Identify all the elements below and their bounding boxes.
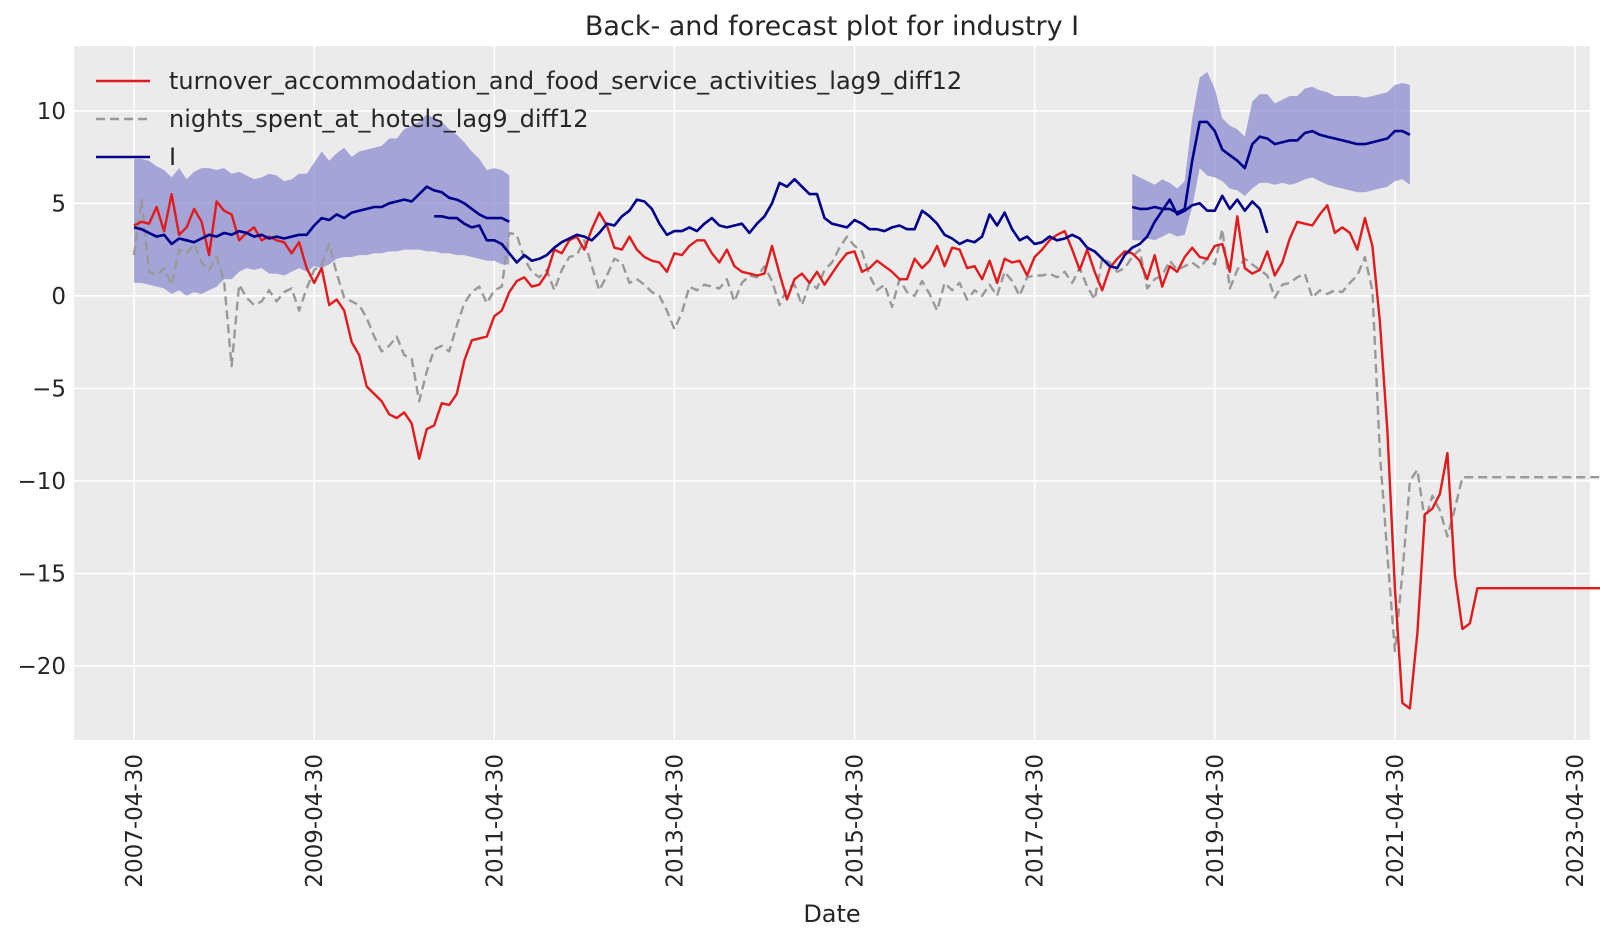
series-nights-spent <box>132 198 1600 653</box>
y-axis-ticks: 10 5 0 −5 −10 −15 −20 <box>17 99 66 680</box>
I-forecast-interval <box>1132 71 1410 241</box>
legend-label-industry: I <box>169 143 176 171</box>
interval-bands <box>134 71 1410 296</box>
x-tick-label: 2021-04-30 <box>1383 754 1409 888</box>
y-tick-label: 10 <box>37 99 66 125</box>
x-axis-label: Date <box>803 900 860 928</box>
x-tick-label: 2013-04-30 <box>662 754 688 888</box>
x-tick-label: 2009-04-30 <box>302 754 328 888</box>
chart-title: Back- and forecast plot for industry I <box>585 11 1079 42</box>
y-tick-label: −20 <box>17 654 66 680</box>
series-industry-i <box>434 177 1269 270</box>
x-tick-label: 2007-04-30 <box>122 754 148 888</box>
series-lines <box>132 120 1600 710</box>
I-backcast-interval <box>134 114 510 296</box>
x-tick-label: 2017-04-30 <box>1023 754 1049 888</box>
legend-label-turnover: turnover_accommodation_and_food_service_… <box>169 67 962 95</box>
series-turnover <box>133 192 1600 710</box>
y-tick-label: −5 <box>32 376 66 402</box>
x-tick-label: 2011-04-30 <box>482 754 508 888</box>
x-tick-label: 2023-04-30 <box>1563 754 1589 888</box>
y-tick-label: 0 <box>51 284 66 310</box>
x-tick-label: 2019-04-30 <box>1203 754 1229 888</box>
y-tick-label: 5 <box>51 191 66 217</box>
legend: turnover_accommodation_and_food_service_… <box>96 67 962 171</box>
x-axis-ticks: 2007-04-30 2009-04-30 2011-04-30 2013-04-30… <box>122 754 1589 888</box>
series-industry-i-forecast <box>1131 120 1411 214</box>
grid-lines <box>74 46 1590 740</box>
y-tick-label: −10 <box>17 469 66 495</box>
x-tick-label: 2015-04-30 <box>843 754 869 888</box>
y-tick-label: −15 <box>17 561 66 587</box>
legend-label-nights: nights_spent_at_hotels_lag9_diff12 <box>169 105 589 133</box>
series-industry-i <box>133 185 510 246</box>
